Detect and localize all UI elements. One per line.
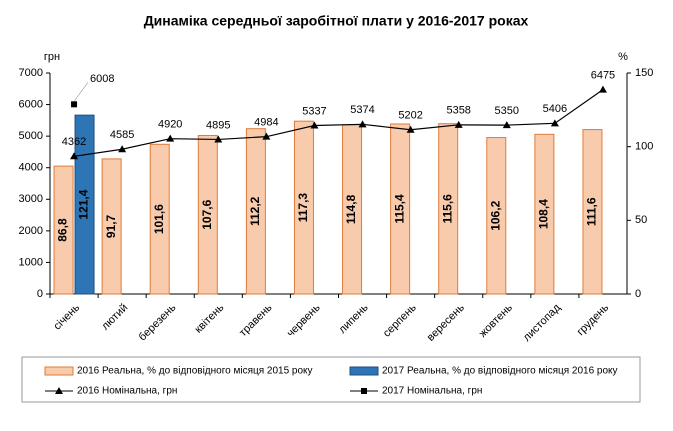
chart-title: Динаміка середньої заробітної плати у 20… — [144, 13, 529, 29]
legend-marker — [361, 388, 367, 394]
legend-marker — [55, 387, 63, 394]
bar — [390, 123, 411, 295]
y-tick-label: 7000 — [19, 67, 43, 79]
line-marker — [214, 135, 223, 143]
line-marker — [502, 121, 511, 129]
line-marker — [262, 132, 271, 140]
line-value-label: 6008 — [90, 73, 114, 85]
y-tick-label: 3000 — [19, 193, 43, 205]
x-tick-label: травень — [237, 302, 275, 340]
x-tick-label: квітень — [193, 302, 227, 336]
line-value-label: 4895 — [206, 119, 230, 131]
x-tick-label: лютий — [99, 302, 130, 333]
bar-value-label: 121,4 — [77, 189, 91, 219]
bar — [438, 123, 459, 295]
line-marker — [118, 145, 127, 153]
line — [73, 89, 604, 157]
legend-label: 2016 Реальна, % до відповідного місяця 2… — [77, 366, 313, 377]
line-value-label: 4585 — [110, 129, 134, 141]
x-tick-label: липень — [336, 302, 370, 336]
x-tick-label: грудень — [575, 302, 612, 339]
line-value-label: 5202 — [398, 110, 422, 122]
y-tick-label: 1000 — [19, 256, 43, 268]
line-value-label: 5358 — [446, 105, 470, 117]
bar-value-label: 117,3 — [296, 193, 310, 223]
line-marker — [70, 152, 79, 160]
x-tick-label: вересень — [425, 302, 467, 344]
x-tick-label: жовтень — [477, 302, 515, 340]
y-axis-label: грн — [44, 51, 60, 63]
bar-value-label: 91,7 — [104, 214, 118, 238]
bar-value-label: 111,6 — [585, 197, 599, 226]
line-value-label: 5374 — [350, 104, 374, 116]
line-marker — [166, 134, 175, 142]
x-tick-label: червень — [285, 302, 323, 340]
bar — [245, 128, 266, 295]
bar-value-label: 101,6 — [152, 204, 166, 234]
legend-swatch — [349, 366, 379, 376]
line-marker — [310, 121, 319, 129]
bar — [149, 143, 170, 295]
y-tick-label: 6000 — [19, 98, 43, 110]
bar — [534, 133, 555, 295]
bar-value-label: 108,4 — [537, 199, 551, 229]
bar-value-label: 86,8 — [56, 218, 70, 242]
line-value-label: 4920 — [158, 119, 182, 131]
x-tick-label: березень — [137, 302, 179, 344]
bar — [197, 134, 218, 295]
y2-tick-label: 0 — [635, 288, 641, 300]
y-tick-label: 5000 — [19, 130, 43, 142]
line-value-label: 5350 — [495, 105, 519, 117]
y2-tick-label: 100 — [635, 141, 653, 153]
bar — [582, 129, 603, 295]
line-marker — [406, 125, 415, 133]
x-tick-label: січень — [51, 302, 82, 333]
bar — [293, 120, 314, 295]
y-tick-label: 0 — [37, 288, 43, 300]
bar — [53, 165, 74, 295]
line-value-label: 5337 — [302, 105, 326, 117]
y2-tick-label: 50 — [635, 214, 647, 226]
line-value-label: 5406 — [543, 103, 567, 115]
line-value-label: 4984 — [254, 117, 278, 129]
x-tick-label: листопад — [521, 301, 564, 344]
bar-value-label: 107,6 — [200, 199, 214, 229]
y2-tick-label: 150 — [635, 67, 653, 79]
bar-value-label: 115,6 — [440, 194, 454, 224]
line-marker — [598, 85, 607, 93]
bar-value-label: 112,2 — [248, 196, 262, 226]
bar-value-label: 106,2 — [488, 200, 502, 230]
legend-box — [21, 356, 641, 403]
legend-label: 2017 Реальна, % до відповідного місяця 2… — [382, 366, 618, 377]
bar — [486, 137, 507, 295]
bar-value-label: 114,8 — [344, 194, 358, 224]
label-leader — [73, 82, 89, 102]
legend-swatch — [44, 366, 74, 376]
legend-label: 2017 Номінальна, грн — [382, 386, 482, 397]
bar — [101, 158, 122, 295]
y-tick-label: 4000 — [19, 162, 43, 174]
y2-axis-label: % — [618, 51, 628, 63]
bar-value-label: 115,4 — [392, 194, 406, 224]
line-value-label: 6475 — [591, 69, 615, 81]
line-value-label: 4362 — [62, 136, 86, 148]
line-marker — [454, 120, 463, 128]
line-marker — [71, 101, 78, 108]
legend-label: 2016 Номінальна, грн — [77, 386, 177, 397]
line-marker — [358, 120, 367, 128]
x-tick-label: серпень — [381, 302, 419, 340]
line-marker — [550, 119, 559, 127]
bar — [74, 114, 95, 295]
y-tick-label: 2000 — [19, 225, 43, 237]
